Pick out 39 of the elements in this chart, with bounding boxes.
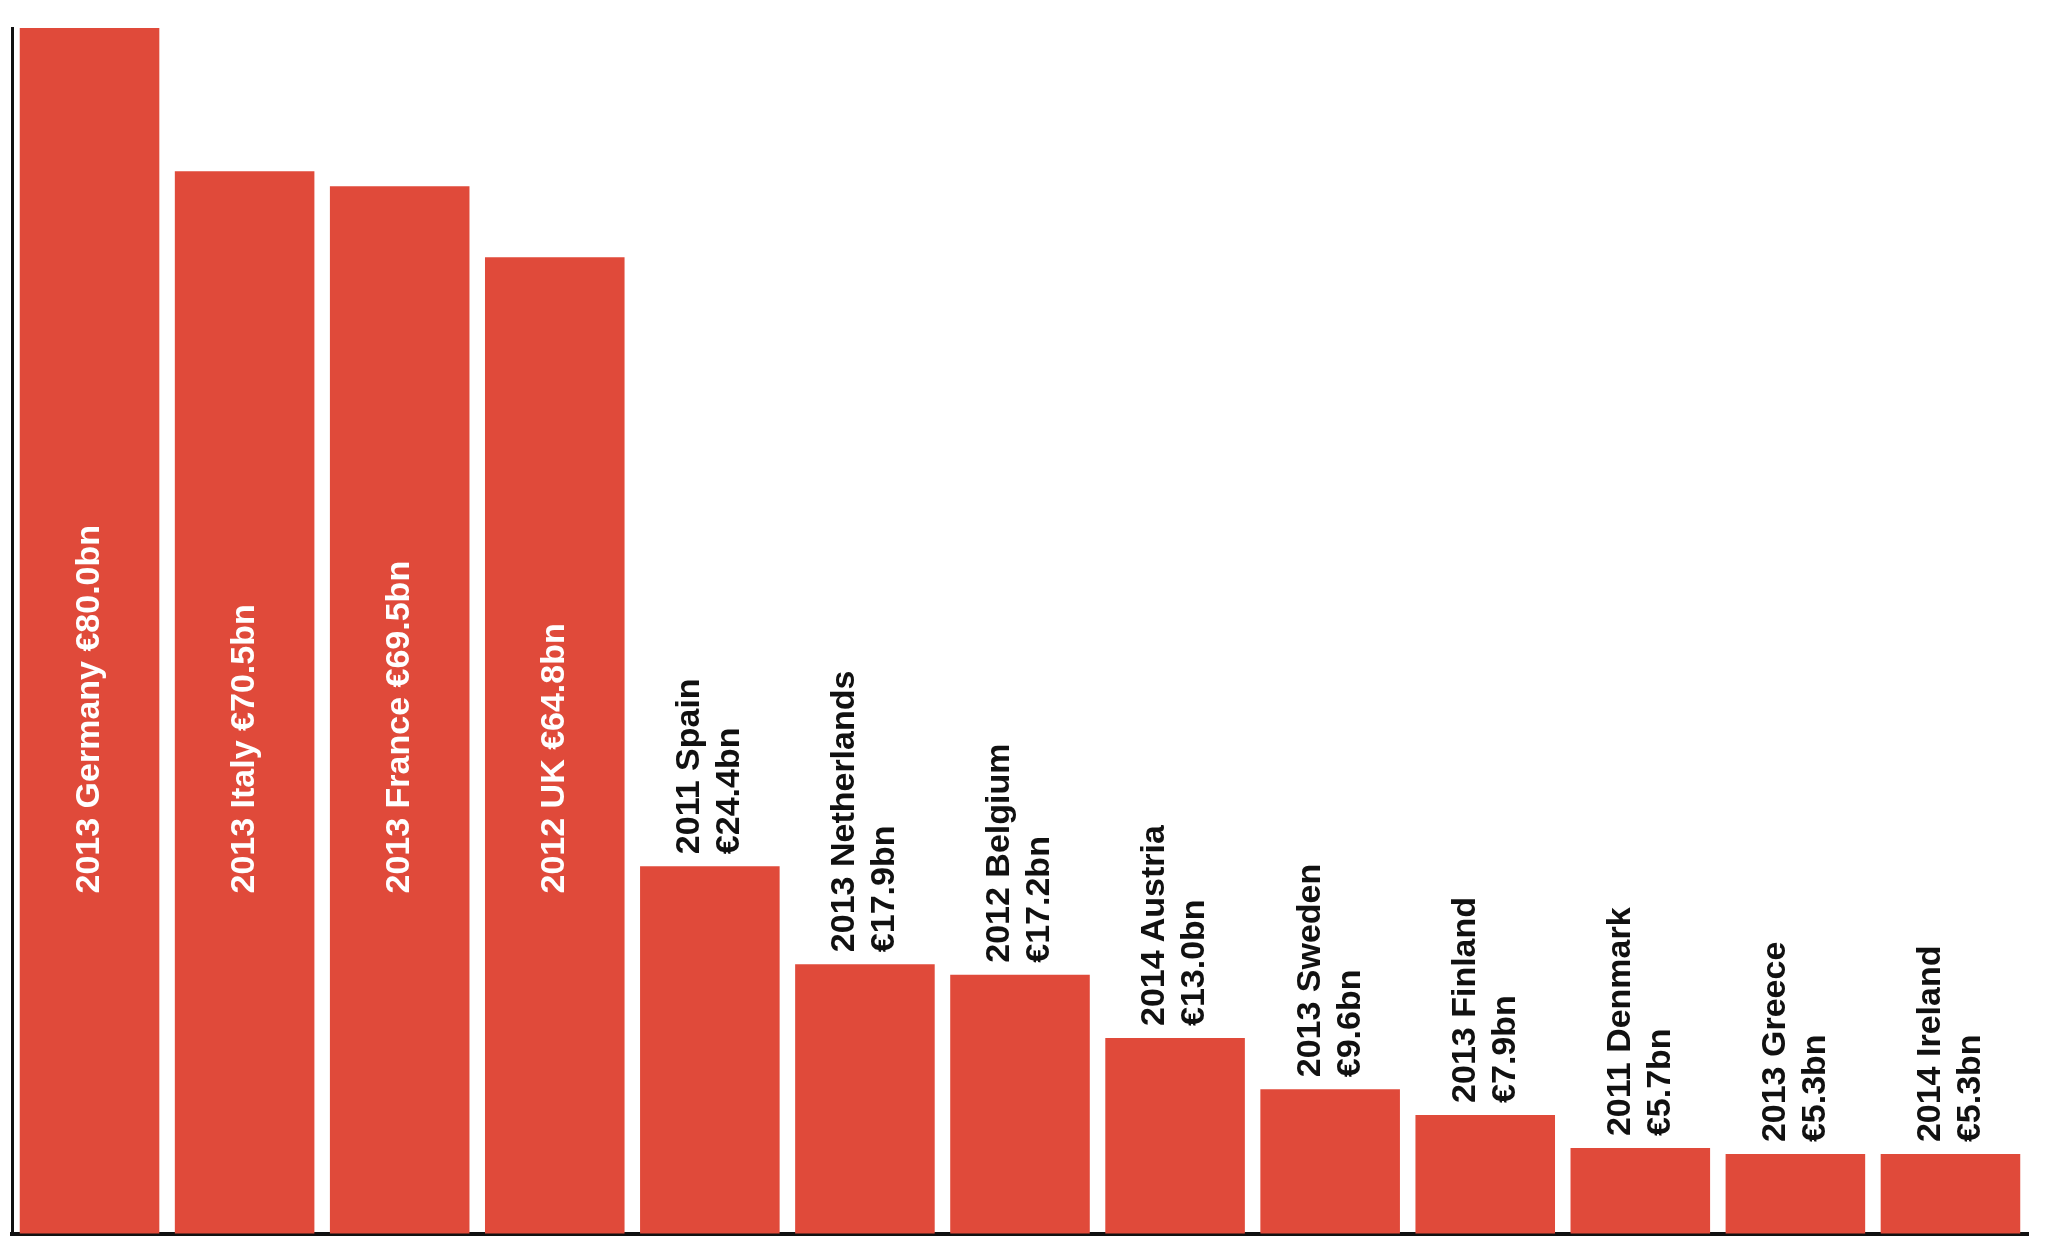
bar (950, 974, 1090, 1234)
x-tick-label: 2013 Italy (222, 740, 261, 894)
x-tick-label: 2012 Belgium (978, 743, 1017, 963)
x-tick-label: 2014 Ireland (1908, 945, 1947, 1143)
bar (1880, 1154, 2021, 1234)
data-label: €9.6bn (1328, 969, 1367, 1078)
bar (1260, 1089, 1400, 1234)
x-tick-label: 2014 Austria (1133, 823, 1172, 1027)
data-label: €64.8bn (533, 623, 572, 750)
x-tick-label: 2011 Denmark (1598, 907, 1637, 1137)
bar (19, 28, 160, 1234)
x-tick-label: 2013 Finland (1443, 896, 1482, 1103)
bar (329, 186, 470, 1234)
bar (484, 257, 625, 1234)
data-label: €24.4bn (708, 727, 747, 855)
x-tick-label: 2013 Germany (67, 660, 106, 894)
data-label: €5.3bn (1793, 1034, 1832, 1143)
x-tick-label: 2011 Spain (668, 678, 707, 855)
data-label: €80.0bn (67, 524, 106, 652)
x-tick-label: 2013 Netherlands (823, 670, 862, 953)
data-label: €5.7bn (1638, 1028, 1677, 1137)
data-label: €7.9bn (1483, 995, 1522, 1103)
bar (1570, 1148, 1711, 1234)
x-tick-label: 2012 UK (533, 758, 572, 894)
data-label: €70.5bn (222, 604, 261, 731)
bar (174, 171, 315, 1234)
bar (795, 964, 935, 1234)
data-label: €5.3bn (1948, 1034, 1987, 1143)
x-tick-label: 2013 Greece (1753, 941, 1792, 1143)
data-label: €17.9bn (863, 825, 902, 953)
data-label: €17.2bn (1018, 836, 1057, 963)
bar (640, 866, 780, 1234)
data-label: €13.0bn (1173, 899, 1212, 1027)
data-label: €69.5bn (378, 560, 417, 688)
bar (1725, 1154, 1866, 1234)
bar (1415, 1114, 1556, 1234)
x-tick-label: 2013 France (378, 696, 417, 894)
bar (1105, 1038, 1245, 1234)
x-tick-label: 2013 Sweden (1288, 863, 1327, 1078)
